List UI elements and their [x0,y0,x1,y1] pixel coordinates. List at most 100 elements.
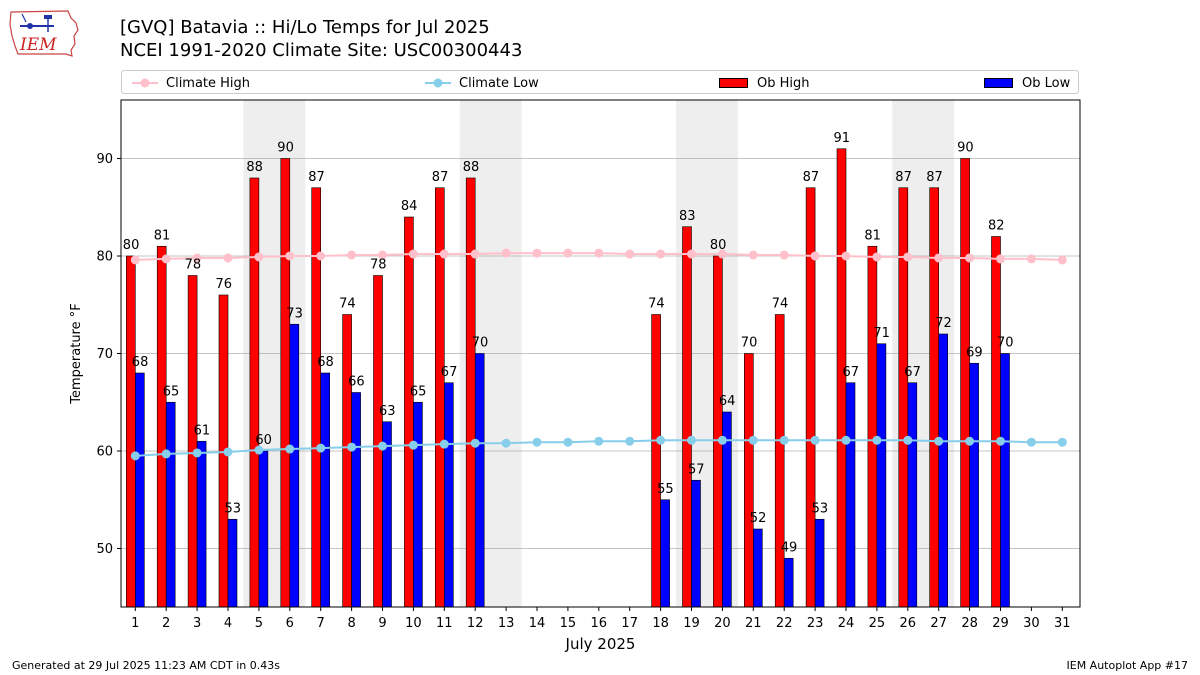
ob-high-label: 87 [926,170,943,185]
climate-high-legend-swatch [132,78,158,88]
ob-low-bar [1000,353,1010,608]
chart-title: [GVQ] Batavia :: Hi/Lo Temps for Jul 202… [120,17,490,38]
climate-high-point [656,249,666,259]
climate-low-point [316,443,326,453]
legend: Climate High Climate Low Ob High Ob Low [121,70,1079,94]
climate-low-point [656,435,666,445]
climate-high-point [810,251,820,261]
ob-high-label: 74 [339,297,356,312]
ob-high-label: 83 [679,209,696,224]
climate-low-point [594,436,604,446]
climate-low-point [532,437,542,447]
ob-high-label: 82 [988,219,1005,234]
ob-low-label: 67 [904,365,921,380]
ob-low-bar [814,518,825,608]
climate-high-point [594,248,604,258]
climate-high-point [408,249,418,259]
iowa-map-icon: IEM [9,10,79,57]
x-tick-label: 23 [807,616,824,631]
climate-high-point [223,253,233,263]
climate-low-point [254,445,264,455]
ob-low-bar [258,450,269,608]
ob-high-label: 80 [123,238,140,253]
ob-low-legend-swatch [984,78,1013,88]
climate-high-point [748,250,758,260]
ob-low-bar [474,353,485,608]
ob-low-label: 66 [348,375,365,390]
climate-low-point [378,441,387,451]
climate-high-point [316,251,326,261]
climate-high-point [965,253,975,263]
ob-high-bar [960,158,970,608]
ob-low-label: 55 [657,482,674,497]
x-tick-label: 7 [317,616,325,631]
ob-high-label: 81 [864,228,881,243]
ob-low-label: 57 [688,462,705,477]
ob-high-label: 90 [957,141,974,156]
ob-high-label: 87 [308,170,325,185]
climate-low-point [872,435,882,445]
ob-high-bar [929,187,940,608]
ob-high-label: 70 [741,336,758,351]
climate-low-point [285,444,295,454]
x-tick-label: 30 [1023,616,1040,631]
y-tick-label: 50 [96,542,113,557]
ob-high-bar [373,275,383,608]
climate-high-point [903,252,913,262]
climate-low-point [130,451,140,461]
ob-low-bar [351,392,361,608]
climate-low-point [841,435,851,445]
climate-high-point [532,248,542,258]
iem-logo: IEM [8,6,82,62]
ob-low-label: 64 [719,394,736,409]
climate-low-point [563,437,573,447]
x-tick-label: 17 [621,616,638,631]
chart-subtitle: NCEI 1991-2020 Climate Site: USC00300443 [120,40,523,61]
ob-high-bar [249,177,260,608]
climate-low-point [934,436,944,446]
ob-low-label: 70 [997,336,1014,351]
ob-high-legend-swatch [719,78,748,88]
ob-high-bar [280,158,291,608]
climate-high-point [130,255,140,265]
ob-low-bar [752,528,763,608]
ob-high-label: 81 [154,228,171,243]
logo-text: IEM [19,35,57,55]
ob-low-label: 61 [194,423,211,438]
ob-high-label: 88 [246,160,263,175]
climate-low-point [996,436,1005,446]
footer-generated: Generated at 29 Jul 2025 11:23 AM CDT in… [12,659,280,672]
climate-low-point [161,449,171,459]
legend-climate-high: Climate High [132,74,250,92]
ob-low-bar [969,362,979,608]
climate-low-point [1057,437,1067,447]
climate-low-point [223,447,233,457]
climate-high-point [439,249,449,259]
climate-high-point [841,251,851,261]
climate-low-point [810,435,820,445]
climate-high-point [470,249,480,259]
climate-low-point [625,436,635,446]
x-tick-label: 19 [683,616,700,631]
climate-high-point [717,249,727,259]
x-tick-label: 12 [467,616,484,631]
x-tick-label: 31 [1054,616,1071,631]
x-tick-label: 9 [378,616,386,631]
ob-low-label: 67 [843,365,860,380]
ob-high-label: 84 [401,199,418,214]
ob-low-bar [165,401,176,608]
x-tick-label: 14 [529,616,546,631]
x-tick-label: 29 [992,616,1009,631]
legend-ob-low: Ob Low [984,74,1070,92]
climate-high-point [563,248,573,258]
ob-high-label: 80 [710,238,727,253]
legend-label: Ob High [757,75,810,91]
ob-low-bar [876,343,887,608]
ob-high-bar [743,353,754,608]
x-tick-label: 18 [652,616,669,631]
ob-high-bar [342,314,352,608]
x-tick-label: 13 [498,616,515,631]
ob-low-label: 60 [255,433,272,448]
climate-high-point [625,249,635,259]
